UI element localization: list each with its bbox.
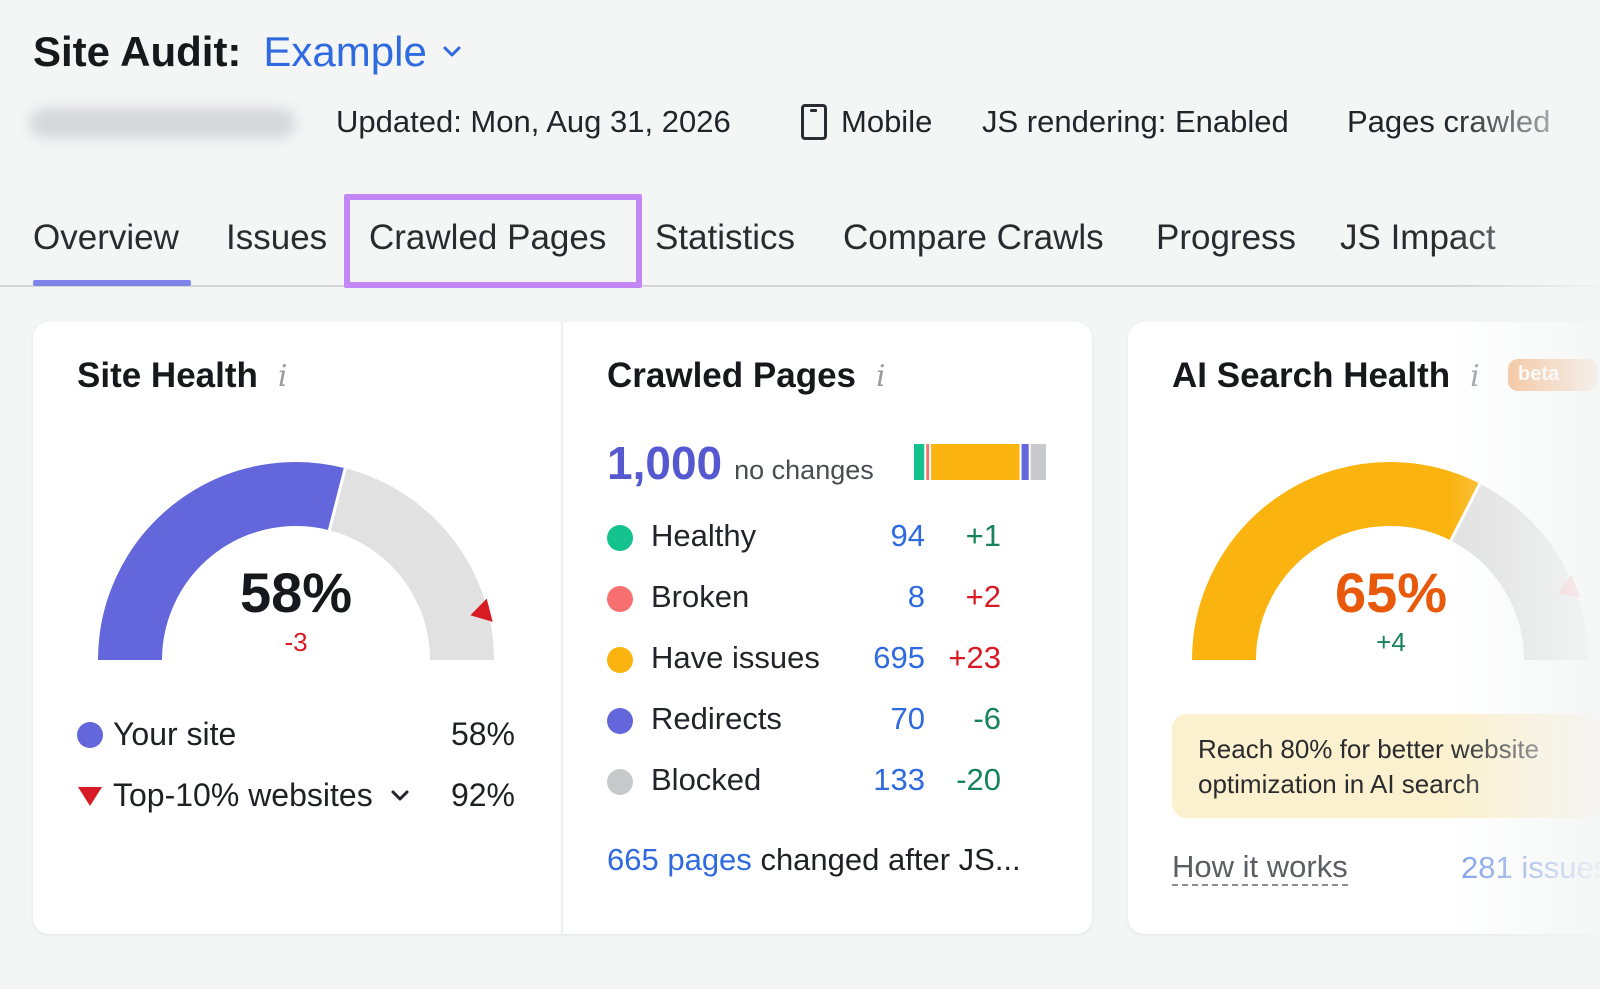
card-divider xyxy=(561,322,563,934)
row-change: -6 xyxy=(973,701,1001,736)
tab-js-impact[interactable]: JS Impact xyxy=(1340,218,1496,257)
crawled-pages-title-text: Crawled Pages xyxy=(607,356,856,395)
tab-issues[interactable]: Issues xyxy=(226,218,328,257)
row-label: Have issues xyxy=(651,640,820,675)
legend-your-site: Your site 58% xyxy=(77,716,517,753)
updated-date: Updated: Mon, Aug 31, 2026 xyxy=(336,104,731,139)
ai-issues-link[interactable]: 281 issues xyxy=(1461,850,1600,885)
info-icon[interactable]: i xyxy=(876,358,886,394)
crawled-total[interactable]: 1,000 no changes xyxy=(607,436,874,490)
row-label: Redirects xyxy=(651,701,782,736)
status-dot xyxy=(607,525,633,551)
stacked-bar-segment-blocked xyxy=(1030,444,1046,480)
tabs-divider xyxy=(0,285,1600,287)
site-health-value: 58% xyxy=(239,561,353,624)
crawled-row-blocked[interactable]: Blocked 133 -20 xyxy=(607,762,1027,802)
row-count[interactable]: 133 xyxy=(873,762,925,797)
row-label: Broken xyxy=(651,579,750,614)
js-changes-footer: 665 pages changed after JS... xyxy=(607,842,1021,878)
gauge-fill xyxy=(1192,462,1480,661)
crawled-row-redirects[interactable]: Redirects 70 -6 xyxy=(607,701,1027,741)
phone-icon xyxy=(801,104,827,140)
crawled-total-subtitle: no changes xyxy=(734,455,874,485)
legend-value: 92% xyxy=(450,777,515,813)
row-count[interactable]: 94 xyxy=(890,518,925,553)
triangle-marker-icon xyxy=(78,786,102,806)
status-dot xyxy=(607,586,633,612)
top10-marker xyxy=(470,598,493,622)
beta-badge: beta xyxy=(1508,359,1598,391)
crawled-total-value: 1,000 xyxy=(607,437,723,489)
gauge-separator xyxy=(327,467,347,531)
row-label: Healthy xyxy=(651,518,757,553)
row-change: -20 xyxy=(956,762,1001,797)
tab-overview[interactable]: Overview xyxy=(33,218,179,257)
stacked-bar-segment-healthy xyxy=(914,444,925,480)
crawled-pages-stacked-bar xyxy=(914,444,1046,480)
info-icon[interactable]: i xyxy=(277,358,288,394)
legend-top10[interactable]: Top-10% websites 92% xyxy=(77,777,517,814)
row-change: +2 xyxy=(965,579,1001,614)
how-it-works-link[interactable]: How it works xyxy=(1172,849,1348,886)
project-selector[interactable]: Example xyxy=(263,28,427,75)
page-title-label: Site Audit: xyxy=(33,28,242,75)
pages-changed-link[interactable]: 665 pages xyxy=(607,842,752,877)
chevron-down-icon[interactable] xyxy=(441,41,463,63)
site-health-title-text: Site Health xyxy=(77,356,258,395)
site-health-title: Site Health i xyxy=(77,356,288,396)
stacked-bar-segment-have-issues xyxy=(931,444,1020,480)
stacked-bar-segment-broken xyxy=(926,444,930,480)
ai-search-health-value: 65% xyxy=(1334,561,1448,624)
gauge-track xyxy=(328,468,494,661)
domain-name-blurred xyxy=(30,108,295,138)
stacked-bar-segment-redirects xyxy=(1021,444,1029,480)
status-dot xyxy=(607,647,633,673)
row-label: Blocked xyxy=(651,762,762,797)
site-health-gauge xyxy=(98,462,494,661)
gauge-fill xyxy=(98,462,346,661)
tab-crawled-pages[interactable]: Crawled Pages xyxy=(369,218,607,257)
crawled-row-broken[interactable]: Broken 8 +2 xyxy=(607,579,1027,619)
device-label: Mobile xyxy=(841,104,933,139)
row-change: +1 xyxy=(965,518,1001,553)
ai-search-health-delta: +4 xyxy=(1376,627,1406,657)
pages-changed-text: changed after JS... xyxy=(760,842,1021,877)
tab-statistics[interactable]: Statistics xyxy=(655,218,796,257)
status-dot xyxy=(607,708,633,734)
legend-label: Your site xyxy=(113,716,237,752)
chevron-down-icon[interactable] xyxy=(389,785,411,807)
js-rendering-status: JS rendering: Enabled xyxy=(982,104,1289,139)
ai-search-health-title: AI Search Health i xyxy=(1172,356,1480,396)
status-dot xyxy=(607,769,633,795)
tab-active-indicator xyxy=(33,280,191,286)
row-change: +23 xyxy=(948,640,1001,675)
ai-tip-box: Reach 80% for better website optimizatio… xyxy=(1172,714,1600,818)
info-icon[interactable]: i xyxy=(1470,358,1480,394)
page-title: Site Audit: Example xyxy=(33,28,463,76)
tab-highlight-box xyxy=(344,194,642,288)
site-health-delta: -3 xyxy=(284,627,308,657)
row-count[interactable]: 8 xyxy=(907,579,925,614)
device-indicator: Mobile xyxy=(801,104,932,140)
row-count[interactable]: 695 xyxy=(873,640,925,675)
row-count[interactable]: 70 xyxy=(890,701,925,736)
crawled-row-healthy[interactable]: Healthy 94 +1 xyxy=(607,518,1027,558)
ai-search-health-title-text: AI Search Health xyxy=(1172,356,1451,395)
legend-label: Top-10% websites xyxy=(113,777,373,813)
crawled-pages-title: Crawled Pages i xyxy=(607,356,886,396)
pages-crawled-label: Pages crawled xyxy=(1347,104,1551,139)
legend-value: 58% xyxy=(450,716,515,752)
ai-tip-text: Reach 80% for better website optimizatio… xyxy=(1198,734,1540,799)
tab-progress[interactable]: Progress xyxy=(1156,218,1297,257)
tab-compare-crawls[interactable]: Compare Crawls xyxy=(843,218,1104,257)
crawled-row-have-issues[interactable]: Have issues 695 +23 xyxy=(607,640,1027,680)
your-site-dot xyxy=(77,721,103,748)
